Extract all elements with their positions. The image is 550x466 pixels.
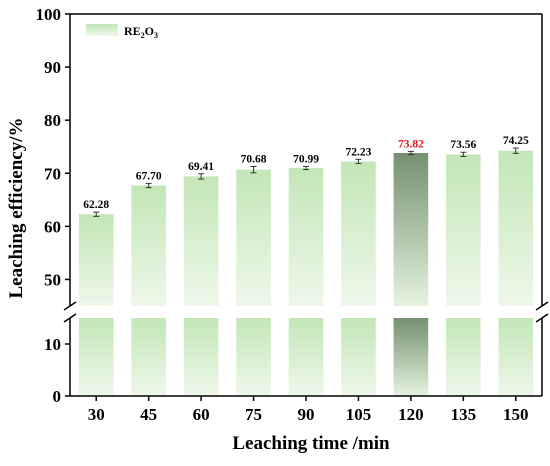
x-tick-label-60: 60 [193, 405, 210, 424]
x-tick-label-90: 90 [298, 405, 315, 424]
x-tick-label-120: 120 [398, 405, 424, 424]
bar-45-upper [131, 185, 166, 306]
bars-layer [78, 150, 534, 396]
legend-label: RE2O3 [124, 24, 158, 40]
axis-break-left-lower [63, 313, 77, 323]
bar-120-lower [393, 318, 429, 396]
legend: RE2O3 [86, 24, 158, 40]
data-label-120: 73.82 [398, 138, 424, 150]
y-tick-label-70: 70 [44, 164, 61, 183]
data-label-75: 70.68 [241, 153, 267, 165]
bar-45-lower [131, 318, 166, 396]
bar-90-lower [288, 318, 324, 396]
data-label-30: 62.28 [83, 199, 109, 211]
bar-120-upper [393, 152, 429, 306]
x-tick-label-135: 135 [451, 405, 477, 424]
bar-90-upper [288, 168, 324, 306]
y-axis-title: Leaching efficiency/% [6, 118, 27, 299]
bar-150-lower [498, 318, 534, 396]
y-tick-label-80: 80 [44, 111, 61, 130]
data-labels-layer: 62.28 67.70 69.41 70.68 70.99 72.23 73.82 73.56… [83, 135, 529, 211]
bar-105-lower [341, 318, 376, 396]
bar-150-upper [498, 150, 534, 306]
bar-30-upper [78, 214, 114, 306]
bar-30-lower [78, 318, 114, 396]
y-tick-label-10: 10 [44, 335, 61, 354]
x-tick-label-105: 105 [346, 405, 372, 424]
legend-swatch [86, 24, 118, 36]
x-tick-label-150: 150 [503, 405, 529, 424]
x-tick-label-45: 45 [140, 405, 157, 424]
axis-break-left-upper [63, 301, 77, 311]
axis-break-right-lower [535, 313, 549, 323]
bar-135-lower [446, 318, 481, 396]
y-tick-label-60: 60 [44, 217, 61, 236]
y-tick-label-100: 100 [36, 5, 62, 24]
bar-60-lower [183, 318, 219, 396]
bar-75-lower [236, 318, 271, 396]
data-label-150: 74.25 [503, 135, 529, 147]
y-tick-label-90: 90 [44, 58, 61, 77]
ticks-layer: 30 45 60 75 90 105 120 135 150 50 60 70 80 90 100 0 10 [36, 5, 529, 424]
data-label-45: 67.70 [136, 170, 162, 182]
y-tick-label-0: 0 [53, 387, 62, 406]
data-label-105: 72.23 [346, 146, 372, 158]
data-label-135: 73.56 [450, 139, 476, 151]
x-axis-title: Leaching time /min [232, 433, 390, 454]
bar-60-upper [183, 176, 219, 306]
x-tick-label-75: 75 [245, 405, 262, 424]
data-label-60: 69.41 [188, 161, 214, 173]
bar-75-upper [236, 169, 271, 306]
data-label-90: 70.99 [293, 153, 319, 165]
bar-105-upper [341, 161, 376, 306]
axis-break-right-upper [535, 301, 549, 311]
y-tick-label-50: 50 [44, 270, 61, 289]
error-bars-layer [93, 147, 519, 217]
bar-135-upper [446, 154, 481, 306]
x-tick-label-30: 30 [88, 405, 105, 424]
